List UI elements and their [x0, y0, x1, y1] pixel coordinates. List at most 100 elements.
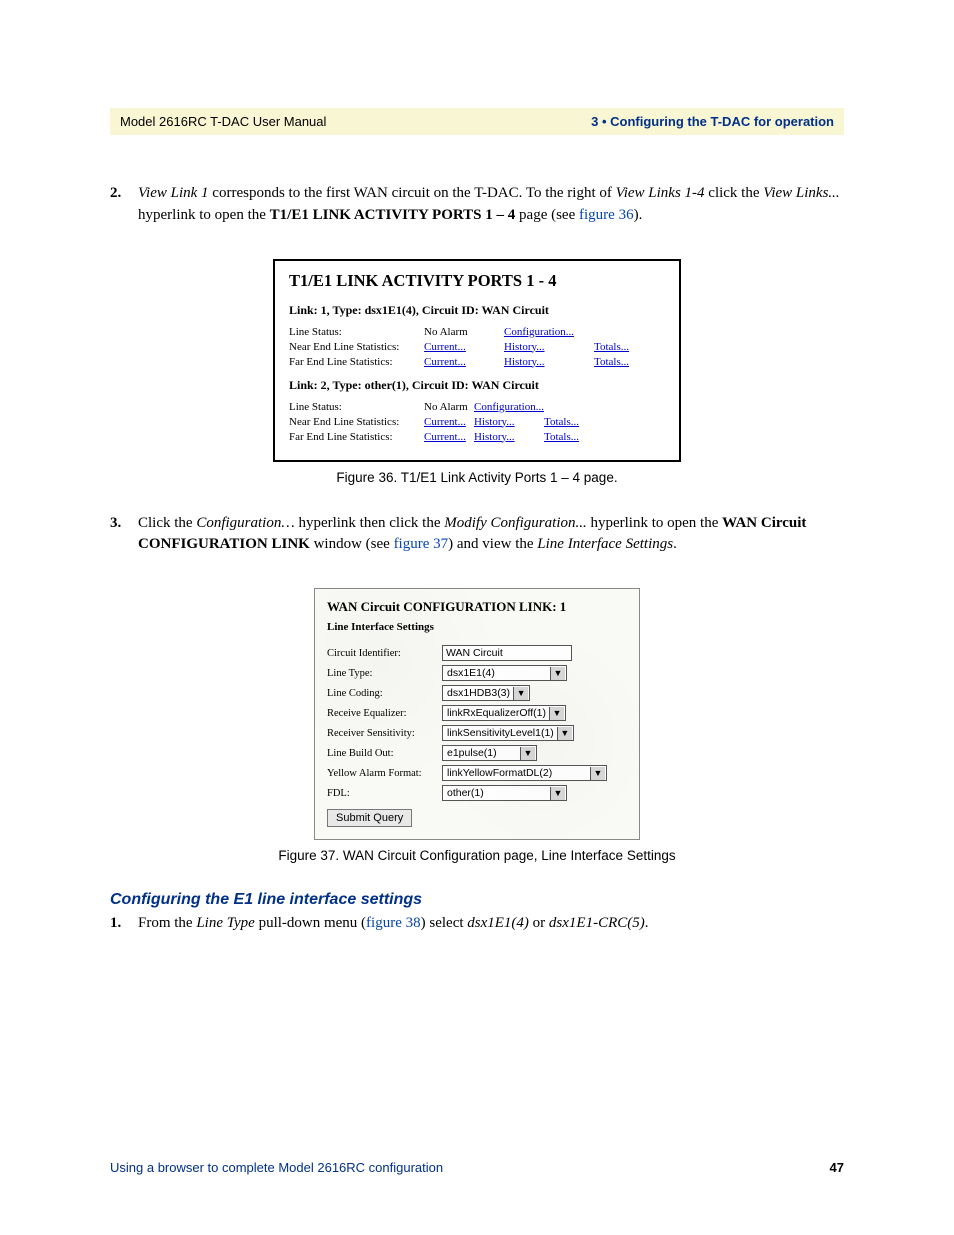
label: Line Status:	[289, 401, 424, 413]
section-heading-e1-line-interface: Configuring the E1 line interface settin…	[110, 891, 844, 909]
text-fragment: .	[673, 536, 677, 552]
fig36-link2-row1: Line Status: No Alarm Configuration...	[289, 401, 665, 413]
history-link[interactable]: History...	[504, 356, 594, 368]
step-3-number: 3.	[110, 513, 138, 557]
text-fragment: Configuration…	[196, 515, 294, 531]
circuit-identifier-input[interactable]: WAN Circuit	[442, 645, 572, 661]
fig36-link1-row2: Near End Line Statistics: Current... His…	[289, 341, 665, 353]
figure-37-box: WAN Circuit CONFIGURATION LINK: 1 Line I…	[314, 588, 640, 840]
chevron-down-icon: ▼	[590, 767, 605, 780]
line-type-label: Line Type:	[327, 668, 442, 679]
text-fragment: ) select	[421, 915, 468, 931]
yellow-alarm-row: Yellow Alarm Format: linkYellowFormatDL(…	[327, 765, 627, 781]
totals-link[interactable]: Totals...	[544, 431, 594, 443]
line-build-out-select[interactable]: e1pulse(1)▼	[442, 745, 537, 761]
figure-36: T1/E1 LINK ACTIVITY PORTS 1 - 4 Link: 1,…	[110, 259, 844, 485]
chevron-down-icon: ▼	[557, 727, 572, 740]
page-header: Model 2616RC T-DAC User Manual 3 • Confi…	[110, 108, 844, 135]
step-3: 3. Click the Configuration… hyperlink th…	[110, 513, 844, 569]
figure-38-ref[interactable]: figure 38	[366, 915, 421, 931]
line-build-out-label: Line Build Out:	[327, 748, 442, 759]
e1-step-1-number: 1.	[110, 913, 138, 935]
text-fragment: page (see	[515, 207, 579, 223]
line-build-out-row: Line Build Out: e1pulse(1)▼	[327, 745, 627, 761]
label: Line Status:	[289, 326, 424, 338]
configuration-link[interactable]: Configuration...	[474, 401, 574, 413]
figure-36-ref[interactable]: figure 36	[579, 207, 634, 223]
receive-equalizer-label: Receive Equalizer:	[327, 708, 442, 719]
receiver-sensitivity-label: Receiver Sensitivity:	[327, 728, 442, 739]
submit-query-button[interactable]: Submit Query	[327, 809, 412, 827]
chevron-down-icon: ▼	[520, 747, 535, 760]
figure-36-caption: Figure 36. T1/E1 Link Activity Ports 1 –…	[110, 470, 844, 485]
fdl-row: FDL: other(1)▼	[327, 785, 627, 801]
text-fragment: click the	[705, 185, 764, 201]
configuration-link[interactable]: Configuration...	[504, 326, 594, 338]
chevron-down-icon: ▼	[549, 707, 564, 720]
value: No Alarm	[424, 326, 504, 338]
footer-section-title: Using a browser to complete Model 2616RC…	[110, 1160, 443, 1175]
page-footer: Using a browser to complete Model 2616RC…	[110, 1160, 844, 1175]
text-fragment: Click the	[138, 515, 196, 531]
current-link[interactable]: Current...	[424, 356, 504, 368]
current-link[interactable]: Current...	[424, 416, 474, 428]
line-type-row: Line Type: dsx1E1(4)▼	[327, 665, 627, 681]
text-fragment: View Link 1	[138, 185, 209, 201]
line-type-select[interactable]: dsx1E1(4)▼	[442, 665, 567, 681]
label: Near End Line Statistics:	[289, 416, 424, 428]
text-fragment: hyperlink to open the	[138, 207, 270, 223]
current-link[interactable]: Current...	[424, 431, 474, 443]
history-link[interactable]: History...	[474, 416, 544, 428]
value: No Alarm	[424, 401, 474, 413]
fig37-title: WAN Circuit CONFIGURATION LINK: 1	[327, 599, 627, 615]
label: Near End Line Statistics:	[289, 341, 424, 353]
chevron-down-icon: ▼	[550, 667, 565, 680]
line-coding-select[interactable]: dsx1HDB3(3)▼	[442, 685, 530, 701]
text-fragment: View Links...	[763, 185, 839, 201]
text-fragment: ) and view the	[448, 536, 537, 552]
yellow-alarm-label: Yellow Alarm Format:	[327, 768, 442, 779]
page: Model 2616RC T-DAC User Manual 3 • Confi…	[0, 0, 954, 1235]
totals-link[interactable]: Totals...	[594, 341, 654, 353]
history-link[interactable]: History...	[504, 341, 594, 353]
receiver-sensitivity-row: Receiver Sensitivity: linkSensitivityLev…	[327, 725, 627, 741]
text-fragment: Modify Configuration...	[444, 515, 587, 531]
fig36-link1-row3: Far End Line Statistics: Current... Hist…	[289, 356, 665, 368]
fig36-link2-header: Link: 2, Type: other(1), Circuit ID: WAN…	[289, 378, 665, 393]
fig36-title: T1/E1 LINK ACTIVITY PORTS 1 - 4	[289, 271, 665, 291]
step-2: 2. View Link 1 corresponds to the first …	[110, 183, 844, 239]
text-fragment: corresponds to the first WAN circuit on …	[209, 185, 616, 201]
step-2-text: View Link 1 corresponds to the first WAN…	[138, 183, 844, 227]
totals-link[interactable]: Totals...	[544, 416, 594, 428]
label: Far End Line Statistics:	[289, 431, 424, 443]
fdl-label: FDL:	[327, 788, 442, 799]
receive-equalizer-select[interactable]: linkRxEqualizerOff(1)▼	[442, 705, 566, 721]
text-fragment: ).	[634, 207, 643, 223]
line-coding-label: Line Coding:	[327, 688, 442, 699]
receive-equalizer-row: Receive Equalizer: linkRxEqualizerOff(1)…	[327, 705, 627, 721]
step-3-text: Click the Configuration… hyperlink then …	[138, 513, 844, 557]
text-fragment: T1/E1 LINK ACTIVITY PORTS 1 – 4	[270, 207, 516, 223]
page-number: 47	[830, 1160, 844, 1175]
fig36-link2-row3: Far End Line Statistics: Current... Hist…	[289, 431, 665, 443]
totals-link[interactable]: Totals...	[594, 356, 654, 368]
circuit-identifier-row: Circuit Identifier: WAN Circuit	[327, 645, 627, 661]
receiver-sensitivity-select[interactable]: linkSensitivityLevel1(1)▼	[442, 725, 574, 741]
fdl-select[interactable]: other(1)▼	[442, 785, 567, 801]
text-fragment: Line Interface Settings	[537, 536, 673, 552]
chevron-down-icon: ▼	[513, 687, 528, 700]
history-link[interactable]: History...	[474, 431, 544, 443]
line-coding-row: Line Coding: dsx1HDB3(3)▼	[327, 685, 627, 701]
figure-37-ref[interactable]: figure 37	[394, 536, 449, 552]
current-link[interactable]: Current...	[424, 341, 504, 353]
text-fragment: dsx1E1-CRC(5)	[549, 915, 645, 931]
text-fragment: Line Type	[196, 915, 254, 931]
text-fragment: dsx1E1(4)	[467, 915, 529, 931]
text-fragment: pull-down menu (	[255, 915, 366, 931]
yellow-alarm-select[interactable]: linkYellowFormatDL(2)▼	[442, 765, 607, 781]
e1-step-1: 1. From the Line Type pull-down menu (fi…	[110, 913, 844, 947]
fig36-link2-row2: Near End Line Statistics: Current... His…	[289, 416, 665, 428]
text-fragment: hyperlink to open the	[587, 515, 722, 531]
e1-step-1-text: From the Line Type pull-down menu (figur…	[138, 913, 844, 935]
header-manual-title: Model 2616RC T-DAC User Manual	[120, 114, 326, 129]
